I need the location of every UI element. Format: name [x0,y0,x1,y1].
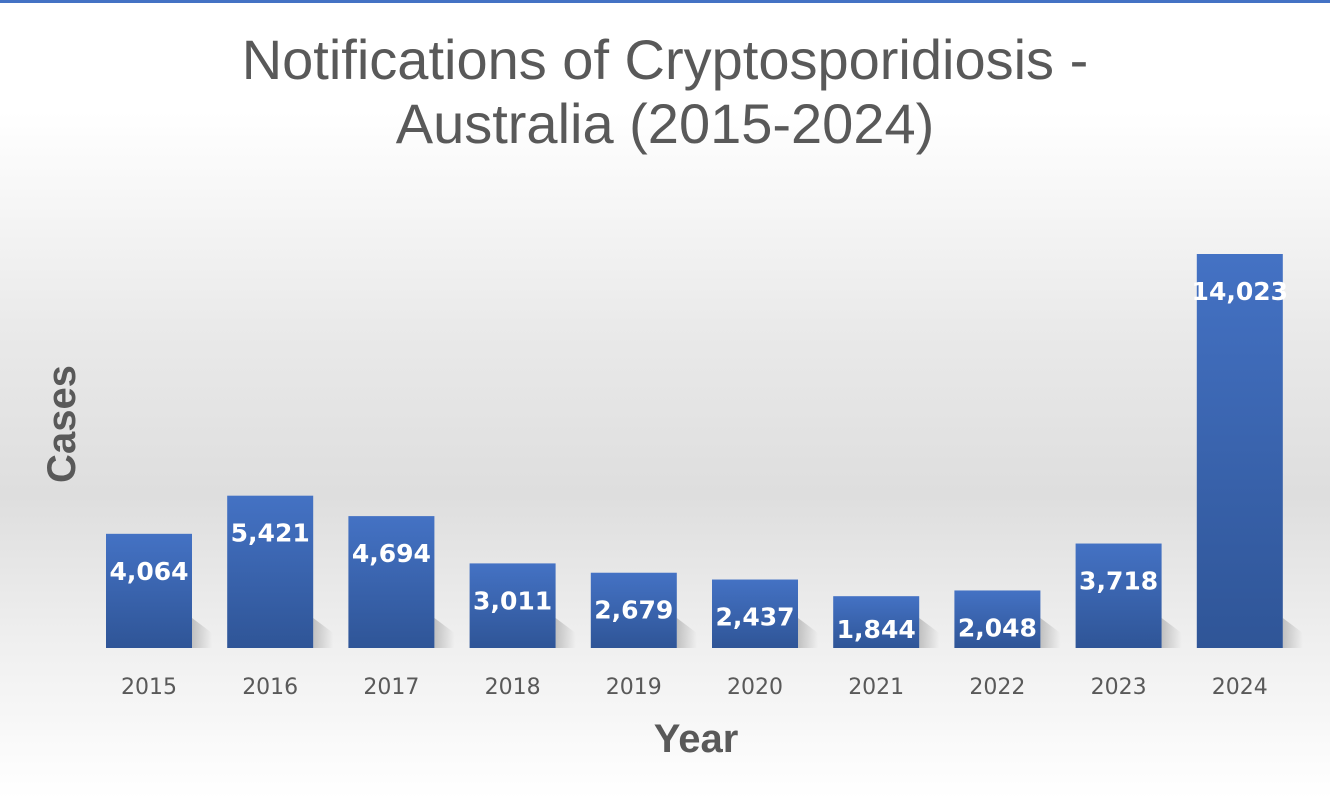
bar-shadow [676,618,697,648]
bar-2020 [712,579,798,648]
bar-2021 [833,596,920,648]
value-label-2016: 5,421 [231,519,310,548]
x-tick-2021: 2021 [848,675,904,700]
bar-2024 [1196,254,1283,648]
bar-shadow [192,618,212,648]
x-tick-labels: 2015 2016 2017 2018 2019 2020 2021 2022 2023 2024 [121,675,1268,700]
bar-value-labels: 4,064 5,421 4,694 3,011 2,679 2,437 1,844 2,048… [109,277,1288,644]
chart-title: Notifications of Cryptosporidiosis - Aus… [0,28,1330,156]
value-label-2021: 1,844 [837,615,916,644]
chart-title-line-1: Notifications of Cryptosporidiosis - [241,28,1089,91]
bar-2018 [469,563,556,648]
bar-2019 [590,572,677,648]
y-axis-title: Cases [40,365,84,483]
x-tick-2018: 2018 [485,675,541,700]
bar-shadow [919,618,940,648]
bar-shadow [1040,618,1061,648]
value-label-2022: 2,048 [958,613,1037,642]
x-axis-title: Year [654,717,739,761]
value-label-2018: 3,011 [473,586,552,615]
bar-shadow [1161,618,1182,648]
value-label-2017: 4,694 [352,539,431,568]
value-label-2020: 2,437 [715,603,794,632]
bar-2017 [348,516,435,648]
x-tick-2020: 2020 [727,675,783,700]
top-accent-rule [0,0,1330,3]
value-label-2019: 2,679 [594,596,673,625]
bar-2016 [227,495,314,648]
bar-shadow [434,618,455,648]
x-tick-2022: 2022 [969,675,1025,700]
x-tick-2024: 2024 [1212,675,1268,700]
bar-shadow [1282,618,1303,648]
value-label-2024: 14,023 [1192,277,1288,306]
bars [106,254,1283,648]
x-tick-2015: 2015 [121,675,177,700]
bar-shadow [555,618,576,648]
value-label-2023: 3,718 [1079,567,1158,596]
bar-shadows [192,618,1303,648]
bar-shadow [798,618,818,648]
bar-2015 [106,533,192,648]
x-tick-2016: 2016 [242,675,298,700]
x-tick-2019: 2019 [606,675,662,700]
chart-title-line-2: Australia (2015-2024) [395,92,935,155]
bar-shadow [313,618,334,648]
x-tick-2023: 2023 [1091,675,1147,700]
value-label-2015: 4,064 [109,557,188,586]
bar-2022 [954,590,1041,648]
x-tick-2017: 2017 [363,675,419,700]
bar-2023 [1075,543,1162,648]
